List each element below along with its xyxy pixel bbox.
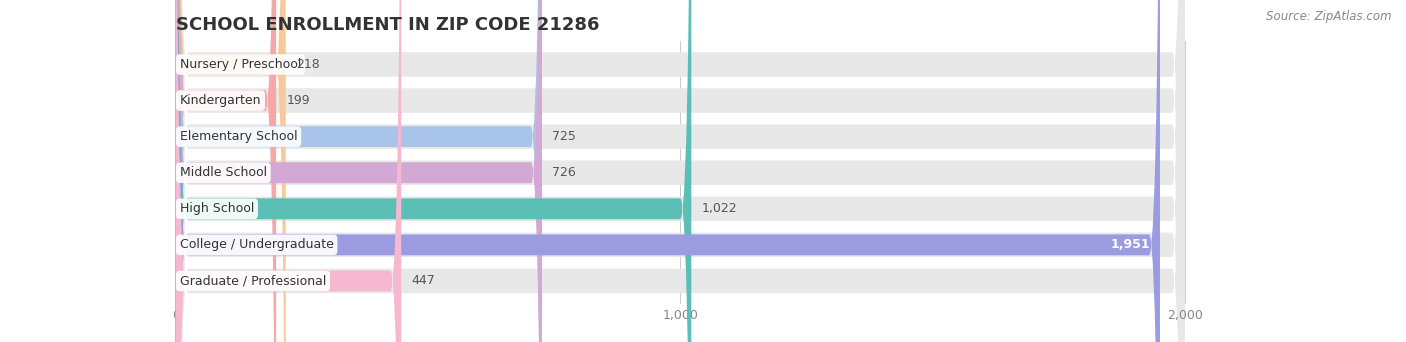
- FancyBboxPatch shape: [176, 0, 276, 342]
- FancyBboxPatch shape: [176, 0, 1185, 342]
- Text: 199: 199: [287, 94, 309, 107]
- FancyBboxPatch shape: [176, 0, 401, 342]
- FancyBboxPatch shape: [176, 0, 1185, 342]
- Text: 1,022: 1,022: [702, 202, 737, 215]
- Text: 1,951: 1,951: [1111, 238, 1150, 251]
- Text: SCHOOL ENROLLMENT IN ZIP CODE 21286: SCHOOL ENROLLMENT IN ZIP CODE 21286: [176, 16, 599, 34]
- FancyBboxPatch shape: [176, 0, 1160, 342]
- Text: Nursery / Preschool: Nursery / Preschool: [180, 58, 301, 71]
- Text: 726: 726: [553, 166, 576, 179]
- FancyBboxPatch shape: [176, 0, 1185, 342]
- FancyBboxPatch shape: [176, 0, 285, 342]
- FancyBboxPatch shape: [176, 0, 1185, 342]
- FancyBboxPatch shape: [176, 0, 541, 342]
- Text: 218: 218: [295, 58, 319, 71]
- Text: Graduate / Professional: Graduate / Professional: [180, 274, 326, 287]
- Text: Source: ZipAtlas.com: Source: ZipAtlas.com: [1267, 10, 1392, 23]
- Text: College / Undergraduate: College / Undergraduate: [180, 238, 333, 251]
- Text: Middle School: Middle School: [180, 166, 267, 179]
- Text: Kindergarten: Kindergarten: [180, 94, 262, 107]
- FancyBboxPatch shape: [176, 0, 541, 342]
- Text: 447: 447: [412, 274, 434, 287]
- FancyBboxPatch shape: [176, 0, 692, 342]
- Text: Elementary School: Elementary School: [180, 130, 298, 143]
- FancyBboxPatch shape: [176, 0, 1185, 342]
- Text: 725: 725: [551, 130, 575, 143]
- FancyBboxPatch shape: [176, 0, 1185, 342]
- Text: High School: High School: [180, 202, 254, 215]
- FancyBboxPatch shape: [176, 0, 1185, 342]
